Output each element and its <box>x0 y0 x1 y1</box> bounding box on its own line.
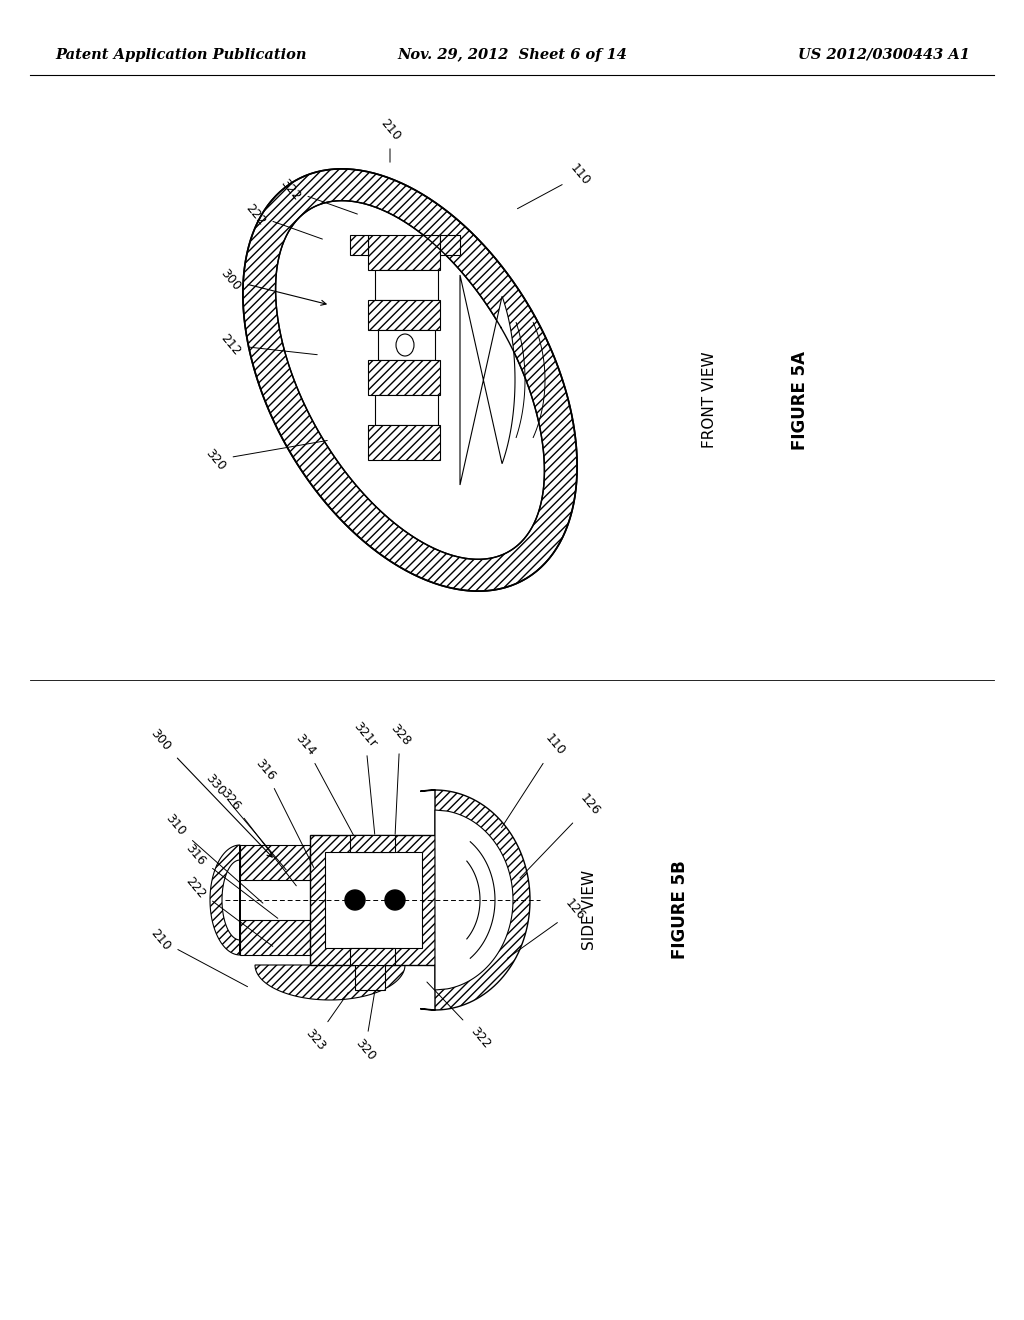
Polygon shape <box>460 275 515 484</box>
Polygon shape <box>368 425 440 459</box>
Polygon shape <box>275 201 545 560</box>
Ellipse shape <box>396 334 414 356</box>
Polygon shape <box>240 845 310 880</box>
Polygon shape <box>368 360 440 395</box>
Text: 300: 300 <box>217 267 326 305</box>
Text: 300: 300 <box>147 727 272 857</box>
Polygon shape <box>255 965 406 1001</box>
Text: Patent Application Publication: Patent Application Publication <box>55 48 306 62</box>
Text: 126: 126 <box>507 896 588 958</box>
Polygon shape <box>310 836 435 965</box>
Polygon shape <box>222 861 240 940</box>
Text: FIGURE 5B: FIGURE 5B <box>671 861 689 960</box>
Polygon shape <box>350 836 395 851</box>
Text: 326: 326 <box>217 787 296 886</box>
Polygon shape <box>378 330 435 360</box>
Text: 321r: 321r <box>351 719 379 834</box>
Text: SIDE VIEW: SIDE VIEW <box>583 870 597 950</box>
Polygon shape <box>243 169 578 591</box>
Text: 323: 323 <box>302 993 348 1053</box>
Text: 210: 210 <box>147 927 248 986</box>
Text: 328: 328 <box>387 722 413 834</box>
Text: 322: 322 <box>427 982 493 1051</box>
Polygon shape <box>210 845 240 954</box>
Text: 310: 310 <box>163 812 263 903</box>
Text: 320: 320 <box>203 441 328 474</box>
Text: US 2012/0300443 A1: US 2012/0300443 A1 <box>798 48 970 62</box>
Text: 316: 316 <box>253 756 313 867</box>
Polygon shape <box>325 851 422 948</box>
Circle shape <box>345 890 365 909</box>
Text: 314: 314 <box>293 731 353 836</box>
Polygon shape <box>368 235 440 271</box>
Polygon shape <box>240 920 310 954</box>
Polygon shape <box>355 965 385 990</box>
Text: 222: 222 <box>182 875 272 946</box>
Circle shape <box>385 890 406 909</box>
Text: 210: 210 <box>378 116 402 162</box>
Polygon shape <box>368 300 440 330</box>
Text: 320: 320 <box>352 993 378 1064</box>
Polygon shape <box>350 235 368 255</box>
Polygon shape <box>420 789 530 1010</box>
Polygon shape <box>375 271 438 300</box>
Text: 110: 110 <box>517 162 593 209</box>
Text: Nov. 29, 2012  Sheet 6 of 14: Nov. 29, 2012 Sheet 6 of 14 <box>397 48 627 62</box>
Polygon shape <box>350 948 395 965</box>
Text: FRONT VIEW: FRONT VIEW <box>702 351 718 449</box>
Text: 110: 110 <box>502 731 567 828</box>
Text: 222: 222 <box>243 202 323 239</box>
Text: 126: 126 <box>520 792 602 878</box>
Polygon shape <box>435 810 513 990</box>
Text: 330: 330 <box>203 772 287 870</box>
Text: 316: 316 <box>182 842 278 919</box>
Text: 212: 212 <box>217 331 317 358</box>
Text: 322: 322 <box>278 177 357 214</box>
Polygon shape <box>440 235 460 255</box>
Polygon shape <box>375 395 438 425</box>
Text: FIGURE 5A: FIGURE 5A <box>791 351 809 450</box>
